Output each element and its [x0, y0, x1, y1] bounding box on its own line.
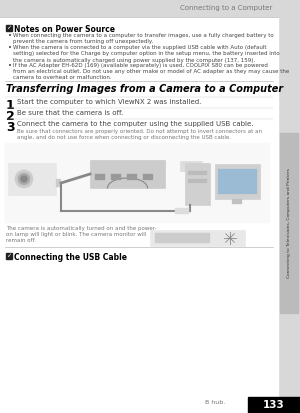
Text: 133: 133 — [263, 400, 285, 410]
Text: 3: 3 — [6, 121, 15, 134]
Bar — [8, 163, 56, 195]
Circle shape — [18, 173, 30, 185]
Text: Start the computer to which ViewNX 2 was installed.: Start the computer to which ViewNX 2 was… — [17, 99, 201, 105]
Text: •: • — [8, 62, 12, 69]
Bar — [218, 169, 257, 194]
Bar — [111, 174, 121, 180]
Circle shape — [21, 176, 27, 182]
Bar — [202, 164, 208, 168]
Bar — [127, 174, 137, 180]
Text: B hub.: B hub. — [205, 400, 225, 405]
Bar — [56, 179, 61, 187]
Text: If the AC Adapter EH-62D (169) (available separately) is used, COOLPIX S80 can b: If the AC Adapter EH-62D (169) (availabl… — [13, 62, 289, 80]
Bar — [188, 171, 207, 175]
Bar — [143, 174, 153, 180]
Text: Connecting the USB Cable: Connecting the USB Cable — [14, 253, 127, 262]
Text: ✓: ✓ — [7, 254, 12, 259]
Bar — [232, 199, 242, 204]
Text: ✓: ✓ — [7, 25, 12, 30]
Text: When the camera is connected to a computer via the supplied USB cable with Auto : When the camera is connected to a comput… — [13, 45, 280, 63]
Text: Connect the camera to the computer using the supplied USB cable.: Connect the camera to the computer using… — [17, 121, 253, 127]
Text: 2: 2 — [6, 110, 15, 123]
Text: Connecting to Televisions, Computers and Printers: Connecting to Televisions, Computers and… — [287, 168, 291, 278]
Circle shape — [15, 170, 33, 188]
Bar — [188, 179, 207, 183]
Text: 1: 1 — [6, 99, 15, 112]
Text: Be sure that the camera is off.: Be sure that the camera is off. — [17, 110, 123, 116]
Text: Be sure that connectors are properly oriented. Do not attempt to invert connecto: Be sure that connectors are properly ori… — [17, 129, 262, 140]
Bar — [185, 163, 210, 205]
Bar — [6, 253, 12, 259]
Text: Connecting to a Computer: Connecting to a Computer — [180, 5, 272, 11]
Text: •: • — [8, 33, 12, 39]
Bar — [280, 133, 298, 313]
Bar — [150, 230, 245, 246]
Text: •: • — [8, 45, 12, 51]
Bar — [90, 160, 165, 188]
Bar — [180, 161, 202, 171]
Bar — [155, 233, 210, 243]
Bar — [248, 397, 300, 413]
Text: Notes on Power Source: Notes on Power Source — [14, 25, 115, 34]
Bar — [0, 0, 300, 16]
Bar — [95, 174, 105, 180]
Bar — [215, 164, 260, 199]
Text: The camera is automatically turned on and the power-
on lamp will light or blink: The camera is automatically turned on an… — [6, 226, 157, 243]
Bar — [5, 143, 270, 223]
Text: When connecting the camera to a computer to transfer images, use a fully charged: When connecting the camera to a computer… — [13, 33, 274, 45]
Bar — [6, 24, 12, 31]
Text: Transferring Images from a Camera to a Computer: Transferring Images from a Camera to a C… — [6, 84, 283, 94]
Bar — [175, 208, 189, 214]
